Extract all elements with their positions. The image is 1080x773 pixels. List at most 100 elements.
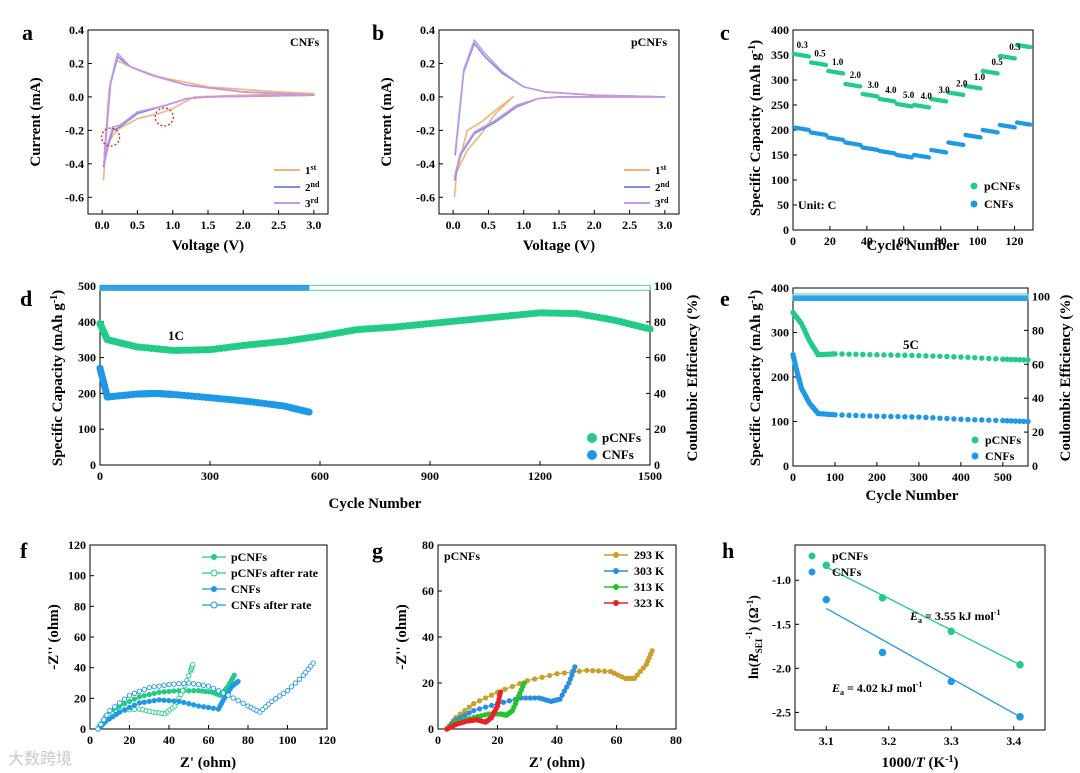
rate-point-pCNFs: [978, 86, 983, 91]
rate-point-pCNFs: [926, 105, 932, 110]
y-tick-label: 100: [68, 569, 86, 583]
y-tick-label: -0.2: [416, 123, 435, 137]
x-tick-label: 3.3: [944, 734, 959, 748]
y-tick-label: -0.4: [65, 157, 84, 171]
x-tick-label: 1.5: [201, 218, 216, 232]
eis-point-293 K: [488, 692, 495, 698]
y-tick-label: 200: [771, 370, 789, 384]
eis-point-293 K: [539, 674, 545, 680]
capacity-point-pCNFs: [1025, 357, 1031, 363]
annotation-circle: [100, 127, 121, 147]
eis-point-CNFs after rate: [230, 695, 236, 701]
y2-tick-label: 80: [1032, 323, 1044, 337]
legend-cnfs: CNFs: [984, 197, 1014, 211]
cv-curve-2nd: [453, 42, 666, 181]
legend-swatch-pcnfs: [587, 433, 597, 443]
capacity-point-CNFs: [867, 413, 873, 419]
y-tick-label: 60: [74, 630, 86, 644]
eis-point-CNFs after rate: [107, 707, 113, 714]
xlabel-c: Cycle Number: [867, 238, 960, 254]
y-tick-label: 350: [771, 48, 789, 62]
legend-pcnfs-after: pCNFs after rate: [231, 566, 319, 580]
axes-b: 0.0 0.5 1.0 1.5 2.0 2.5 3.0 -0.6 -0.4 -0.2 0.0 0.2 0…: [416, 23, 672, 232]
rate-point-pCNFs: [961, 92, 966, 98]
eis-point-293 K: [466, 704, 472, 710]
y-tick-label: 0: [783, 223, 789, 237]
capacity-point-pCNFs: [888, 352, 894, 358]
capacity-point-CNFs: [986, 417, 992, 423]
x-tick-label: 2.5: [271, 218, 286, 232]
eis-point-303 K: [561, 688, 568, 694]
eis-point-313 K: [521, 680, 527, 686]
eis-point-CNFs: [210, 705, 217, 711]
eis-point-pCNFs: [131, 696, 138, 702]
capacity-point-pCNFs: [895, 352, 901, 358]
cv-curve-1st: [102, 59, 315, 181]
arrhenius-point-pCNFs: [947, 627, 955, 636]
y-tick-label: 80: [422, 538, 434, 552]
legend-a: 1st 2nd 3rd: [274, 163, 320, 210]
y-tick-label: 400: [771, 23, 789, 37]
capacity-point-CNFs: [895, 413, 901, 420]
eis-point-293 K: [462, 707, 468, 714]
panel-label-a: a: [22, 20, 33, 45]
eis-point-293 K: [649, 648, 655, 654]
eis-point-CNFs: [141, 699, 147, 705]
y-tick-label: 0: [428, 722, 434, 736]
eis-point-pCNFs after rate: [186, 673, 192, 679]
ylabel-f: -Z'' (ohm): [46, 604, 62, 669]
rate-point-CNFs: [1027, 122, 1033, 127]
capacity-point-pCNFs: [832, 351, 838, 357]
capacity-point-CNFs: [839, 412, 845, 418]
eis-point-CNFs after rate: [220, 690, 226, 696]
x-tick-label: 120: [1006, 234, 1024, 248]
eis-point-CNFs: [121, 707, 128, 713]
eis-point-pCNFs: [156, 689, 162, 695]
rate-label: 0.5: [814, 49, 826, 59]
eis-point-pCNFs: [166, 688, 172, 695]
eis-point-293 K: [640, 665, 646, 671]
eis-point-CNFs after rate: [210, 685, 217, 692]
panel-label-c: c: [720, 20, 730, 45]
legend-313: 313 K: [634, 580, 665, 594]
capacity-point-CNFs: [972, 416, 978, 423]
eis-point-293 K: [502, 686, 508, 692]
y-tick-label: 400: [78, 315, 96, 329]
rate-point-CNFs: [978, 135, 983, 140]
x-tick-label: 200: [868, 470, 886, 484]
y2-tick-label: 0: [654, 458, 660, 472]
x-tick-label: 3.0: [657, 218, 672, 232]
eis-point-CNFs after rate: [156, 683, 162, 689]
eis-point-pCNFs: [186, 688, 192, 694]
eis-point-CNFs: [126, 704, 133, 711]
eis-point-CNFs after rate: [269, 698, 275, 705]
arrhenius-point-pCNFs: [822, 561, 831, 570]
eis-point-CNFs after rate: [131, 690, 138, 697]
capacity-point-pCNFs: [881, 352, 887, 358]
rate-point-pCNFs: [806, 54, 811, 59]
axes-a: 0.0 0.5 1.0 1.5 2.0 2.5 3.0 -0.6 -0.4 -0.2 0.0 0.2 0…: [65, 23, 321, 232]
legend-h: pCNFs CNFs: [808, 549, 868, 579]
x-tick-label: 3.0: [306, 218, 321, 232]
eis-point-293 K: [576, 668, 582, 674]
x-tick-label: 20: [124, 733, 136, 747]
rate-label: 0.5: [992, 57, 1004, 67]
arrhenius-point-CNFs: [878, 648, 887, 657]
legend-swatch-pcnfs: [808, 552, 816, 560]
xlabel-g: Z' (ohm): [529, 755, 585, 771]
eis-point-pCNFs: [141, 692, 147, 699]
x-tick-label: 1500: [638, 469, 662, 483]
eis-point-293 K: [482, 695, 489, 701]
y-tick-label: 120: [68, 538, 86, 552]
eis-point-CNFs after rate: [121, 696, 128, 702]
y-tick-label: 200: [78, 386, 96, 400]
rate-point-pCNFs: [1012, 56, 1017, 61]
y-tick-label: 40: [74, 661, 86, 675]
eis-point-CNFs after rate: [240, 700, 246, 706]
eis-point-CNFs after rate: [191, 681, 197, 687]
eis-point-pCNFs: [126, 698, 133, 705]
eis-point-CNFs after rate: [112, 704, 118, 710]
y2-tick-label: 20: [654, 422, 666, 436]
legend-3rd: 3rd: [655, 196, 669, 210]
capacity-point-CNFs: [951, 416, 957, 422]
